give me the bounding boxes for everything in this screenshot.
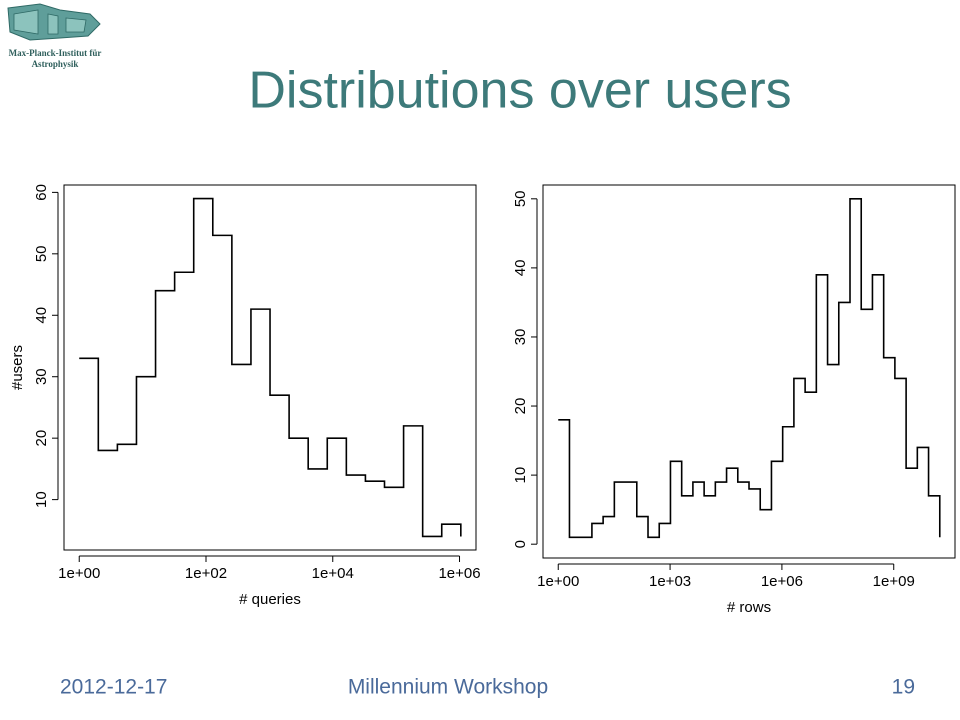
y-axis-label: #users (9, 345, 26, 390)
step-line (558, 198, 941, 539)
page-number: 19 (892, 676, 915, 699)
footer-date: 2012-12-17 (60, 676, 167, 699)
x-tick-label: 1e+03 (649, 573, 691, 590)
y-tick-label: 20 (512, 398, 529, 415)
y-tick-label: 40 (33, 307, 50, 324)
step-line (79, 197, 462, 538)
slide-title: Distributions over users (248, 62, 791, 120)
plot-box (63, 184, 477, 551)
x-tick-label: 1e+06 (438, 565, 480, 582)
y-tick-label: 0 (512, 540, 529, 548)
logo-text: Astrophysik (32, 59, 79, 69)
x-tick-label: 1e+00 (58, 565, 100, 582)
x-tick-label: 1e+04 (312, 565, 354, 582)
x-tick-label: 1e+00 (537, 573, 579, 590)
logo: Max-Planck-Institut für Astrophysik (7, 3, 102, 69)
x-tick-label: 1e+09 (873, 573, 915, 590)
y-tick-label: 10 (512, 467, 529, 484)
y-tick-label: 20 (33, 430, 50, 447)
y-tick-label: 50 (512, 190, 529, 207)
x-tick-label: 1e+06 (761, 573, 803, 590)
plot-box (542, 184, 956, 559)
logo-text: Max-Planck-Institut für (9, 48, 102, 58)
y-tick-label: 60 (33, 184, 50, 201)
y-tick-label: 40 (512, 260, 529, 277)
y-tick-label: 30 (33, 368, 50, 385)
y-tick-label: 50 (33, 245, 50, 262)
y-tick-label: 10 (33, 491, 50, 508)
y-tick-label: 30 (512, 329, 529, 346)
x-axis-label: # rows (727, 599, 771, 616)
x-axis-label: # queries (239, 591, 301, 608)
footer-text: Millennium Workshop (348, 676, 548, 699)
x-tick-label: 1e+02 (185, 565, 227, 582)
